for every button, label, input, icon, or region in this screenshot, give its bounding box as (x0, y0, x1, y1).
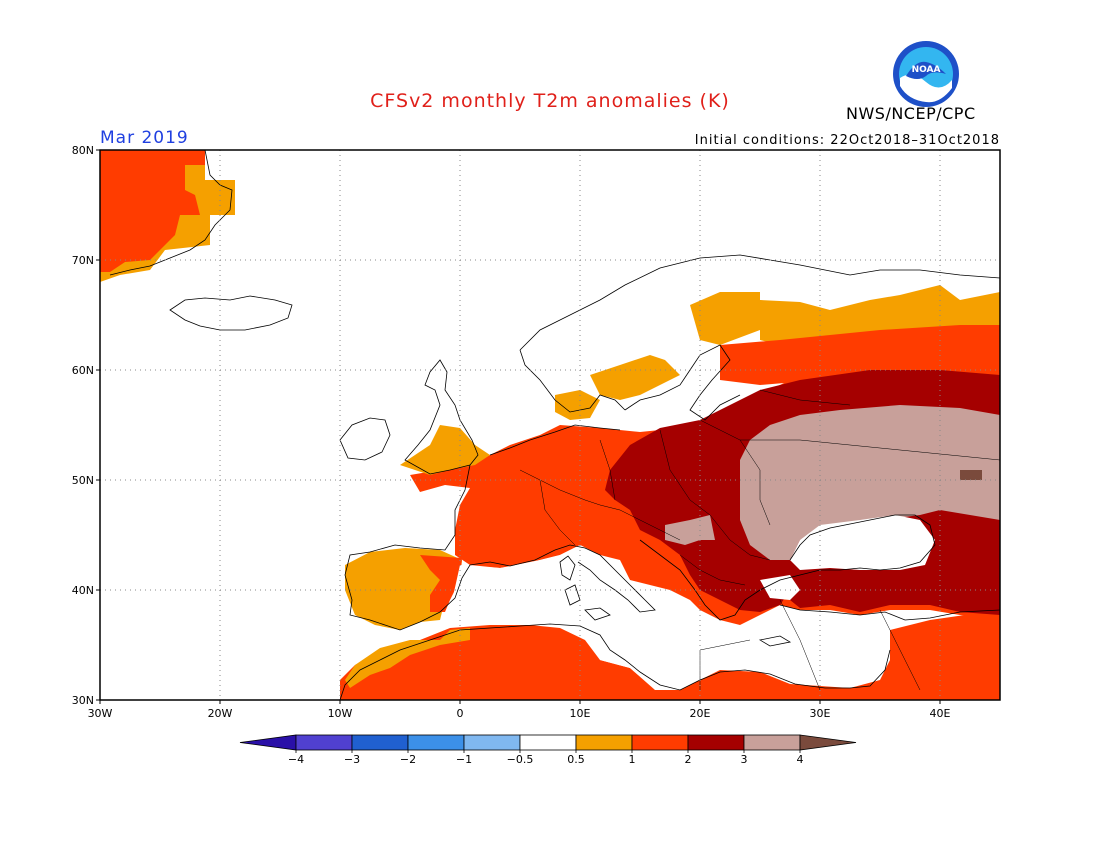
coastline-europe-west (489, 424, 621, 456)
lat-tick-label: 80N (72, 144, 94, 157)
forecast-month: Mar 2019 (100, 128, 189, 148)
coastline-iceland (169, 295, 293, 331)
anomaly-region-britain-orange (400, 425, 490, 475)
lon-tick-label: 10W (328, 707, 353, 720)
coastlines (109, 149, 1001, 701)
coastline-france-iberia (344, 464, 556, 631)
anomaly-region-scandinavia-orange (590, 355, 680, 400)
coastline-north-africa (339, 623, 891, 701)
lon-tick-label: 30E (810, 707, 831, 720)
anomaly-region-north-africa (340, 610, 1000, 700)
colorbar-label: −2 (400, 753, 416, 766)
anomaly-region-turkey-darkred (780, 572, 1000, 615)
lon-tick-label: 20E (690, 707, 711, 720)
colorbar-label: −0.5 (507, 753, 534, 766)
lat-tick-label: 30N (72, 694, 94, 707)
colorbar-segment (519, 734, 577, 751)
map-frame (99, 149, 1001, 701)
noaa-logo: NOAA (892, 40, 960, 108)
noaa-logo-icon: NOAA (893, 41, 959, 107)
colorbar-segment (463, 734, 521, 751)
neutral-region-east-med (600, 625, 880, 685)
anomaly-region-morocco-orange (345, 628, 470, 688)
colorbar-arrow-low (239, 734, 297, 751)
colorbar-segment (743, 734, 801, 751)
colorbar-segment (295, 734, 353, 751)
lon-tick-label: 20W (208, 707, 233, 720)
svg-text:NOAA: NOAA (912, 65, 941, 75)
colorbar-arrow-high (799, 734, 857, 751)
lon-tick-label: 10E (570, 707, 591, 720)
lon-tick-label: 0 (457, 707, 464, 720)
anomaly-region-finland-orange (690, 292, 760, 345)
lat-tick-label: 40N (72, 584, 94, 597)
coastline-ireland (339, 417, 391, 461)
colorbar-segment (351, 734, 409, 751)
country-borders (519, 389, 1001, 691)
anomaly-cell-max (960, 470, 982, 480)
coastline-italy (554, 544, 656, 613)
lat-tick-label: 50N (72, 474, 94, 487)
anomaly-region-greenland-red (100, 150, 205, 272)
agency-label: NWS/NCEP/CPC (846, 104, 976, 123)
lat-tick-label: 70N (72, 254, 94, 267)
longitude-axis: 30W 20W 10W 0 10E 20E 30E 40E (88, 700, 951, 720)
anomaly-region-iberia-red (420, 555, 462, 612)
colorbar-label: 3 (741, 753, 748, 766)
coastline-baltic (624, 344, 741, 421)
colorbar-label: 1 (629, 753, 636, 766)
colorbar-label: 2 (685, 753, 692, 766)
chart-title: CFSv2 monthly T2m anomalies (K) (370, 90, 730, 112)
colorbar-label: −4 (288, 753, 304, 766)
anomaly-region-balkan-pink (665, 515, 715, 545)
graticule (100, 150, 1000, 700)
colorbar-label: −1 (456, 753, 472, 766)
anomaly-region-ukraine-russia-pink (740, 405, 1000, 560)
lat-tick-label: 60N (72, 364, 94, 377)
colorbar-segment (687, 734, 745, 751)
anomaly-region-norway-orange (555, 390, 600, 420)
coastline-turkey-south (779, 604, 1001, 621)
coastline-greenland (109, 149, 233, 276)
colorbar-label: 4 (797, 753, 804, 766)
latitude-axis: 80N 70N 60N 50N 40N 30N (72, 144, 100, 707)
lon-tick-label: 40E (930, 707, 951, 720)
neutral-region-aegean (760, 575, 800, 600)
lon-tick-label: 30W (88, 707, 113, 720)
colorbar-segment (631, 734, 689, 751)
neutral-region-black-sea (790, 515, 935, 570)
colorbar-label: 0.5 (567, 753, 585, 766)
colorbar-label: −3 (344, 753, 360, 766)
colorbar-segment (407, 734, 465, 751)
colorbar: −4 −3 −2 −1 −0.5 0.5 1 2 3 4 (239, 734, 857, 766)
initial-conditions: Initial conditions: 22Oct2018–31Oct2018 (694, 133, 1000, 148)
colorbar-segment (575, 734, 633, 751)
coastline-britain (404, 359, 479, 475)
coastline-balkans (639, 514, 936, 621)
